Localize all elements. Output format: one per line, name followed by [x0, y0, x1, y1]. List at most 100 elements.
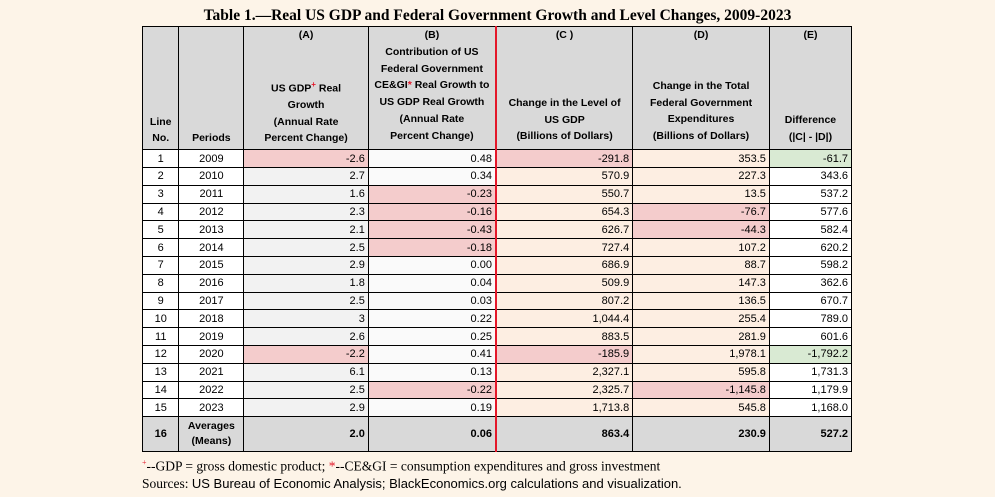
- header-col-d: (D) Change in the Total Federal Governme…: [632, 25, 770, 151]
- difference-cell: -61.7: [768, 149, 853, 169]
- federal-expenditure-change-cell: 281.9: [632, 327, 770, 347]
- gdp-growth-cell: 2.3: [243, 202, 369, 222]
- federal-expenditure-change-cell: -76.7: [632, 202, 770, 222]
- table-row: 15 2023 2.9 0.19 1,713.8 545.8 1,168.0: [141, 398, 853, 418]
- gdp-table: Line No. Periods (A) ​ US GDP+ Real Grow…: [141, 25, 853, 453]
- gdp-growth-cell: 2.9: [243, 398, 369, 418]
- line-no-cell: 6: [141, 238, 180, 258]
- table-row: 9 2017 2.5 0.03 807.2 136.5 670.7: [141, 291, 853, 311]
- difference-cell: 537.2: [768, 184, 853, 204]
- difference-cell: 343.6: [768, 167, 853, 186]
- line-no-cell: 10: [141, 309, 180, 329]
- table-row: 4 2012 2.3 -0.16 654.3 -76.7 577.6: [141, 202, 853, 222]
- federal-expenditure-change-cell: 1,978.1: [632, 345, 770, 364]
- federal-expenditure-change-cell: 353.5: [632, 149, 770, 169]
- table-row: 12 2020 -2.2 0.41 -185.9 1,978.1 -1,792.…: [141, 345, 853, 364]
- gdp-level-change-cell: 883.5: [495, 327, 634, 347]
- period-cell: 2018: [178, 309, 245, 329]
- table-row: 5 2013 2.1 -0.43 626.7 -44.3 582.4: [141, 220, 853, 240]
- difference-cell: 601.6: [768, 327, 853, 347]
- difference-cell: 598.2: [768, 256, 853, 275]
- line-no-cell: 4: [141, 202, 180, 222]
- difference-cell: 582.4: [768, 220, 853, 240]
- difference-cell: 362.6: [768, 273, 853, 293]
- federal-contribution-cell: 0.41: [367, 345, 497, 364]
- averages-row: 16 Averages (Means) 2.0 0.06 863.4 230.9…: [141, 416, 853, 453]
- table-row: 11 2019 2.6 0.25 883.5 281.9 601.6: [141, 327, 853, 347]
- gdp-level-change-cell: 727.4: [495, 238, 634, 258]
- gdp-growth-cell: 3: [243, 309, 369, 329]
- difference-cell: 1,179.9: [768, 380, 853, 400]
- table-row: 13 2021 6.1 0.13 2,327.1 595.8 1,731.3: [141, 362, 853, 382]
- gdp-growth-cell: 2.5: [243, 291, 369, 311]
- line-no-cell: 11: [141, 327, 180, 347]
- table-row: 7 2015 2.9 0.00 686.9 88.7 598.2: [141, 256, 853, 275]
- header-col-e: (E) Difference (|C| - |D|): [768, 25, 853, 151]
- table-row: 8 2016 1.8 0.04 509.9 147.3 362.6: [141, 273, 853, 293]
- difference-cell: 1,731.3: [768, 362, 853, 382]
- federal-contribution-cell: -0.22: [367, 380, 497, 400]
- line-no-cell: 7: [141, 256, 180, 275]
- line-no-cell: 3: [141, 184, 180, 204]
- period-cell: 2015: [178, 256, 245, 275]
- federal-expenditure-change-cell: 13.5: [632, 184, 770, 204]
- federal-expenditure-change-cell: 107.2: [632, 238, 770, 258]
- difference-cell: 1,168.0: [768, 398, 853, 418]
- federal-expenditure-change-cell: 147.3: [632, 273, 770, 293]
- footnote-star-mark: *: [407, 79, 412, 92]
- gdp-growth-cell: 2.6: [243, 327, 369, 347]
- gdp-growth-cell: 6.1: [243, 362, 369, 382]
- federal-contribution-cell: 0.00: [367, 256, 497, 275]
- gdp-level-change-cell: 570.9: [495, 167, 634, 186]
- gdp-growth-cell: 1.6: [243, 184, 369, 204]
- gdp-level-change-cell: 626.7: [495, 220, 634, 240]
- gdp-level-change-cell: 2,327.1: [495, 362, 634, 382]
- period-cell: 2017: [178, 291, 245, 311]
- gdp-growth-average: 2.0: [243, 416, 369, 453]
- gdp-growth-cell: 2.5: [243, 238, 369, 258]
- line-no-cell: 16: [141, 416, 180, 453]
- gdp-level-change-cell: 1,044.4: [495, 309, 634, 329]
- period-cell: 2013: [178, 220, 245, 240]
- period-cell: 2022: [178, 380, 245, 400]
- header-col-a: (A) ​ US GDP+ Real Growth (Annual Rate P…: [243, 25, 369, 151]
- federal-expenditure-change-cell: 136.5: [632, 291, 770, 311]
- table-row: 6 2014 2.5 -0.18 727.4 107.2 620.2: [141, 238, 853, 258]
- federal-contribution-cell: 0.13: [367, 362, 497, 382]
- period-cell: 2014: [178, 238, 245, 258]
- period-cell: 2019: [178, 327, 245, 347]
- line-no-cell: 5: [141, 220, 180, 240]
- federal-contribution-cell: -0.23: [367, 184, 497, 204]
- federal-expenditure-change-average: 230.9: [632, 416, 770, 453]
- federal-contribution-cell: 0.04: [367, 273, 497, 293]
- period-cell: 2016: [178, 273, 245, 293]
- gdp-level-change-cell: 550.7: [495, 184, 634, 204]
- gdp-level-change-cell: 807.2: [495, 291, 634, 311]
- federal-contribution-average: 0.06: [367, 416, 497, 453]
- line-no-cell: 13: [141, 362, 180, 382]
- difference-cell: 620.2: [768, 238, 853, 258]
- federal-contribution-cell: 0.34: [367, 167, 497, 186]
- sources-text: US Bureau of Economic Analysis; BlackEco…: [191, 475, 682, 491]
- table-row: 2 2010 2.7 0.34 570.9 227.3 343.6: [141, 167, 853, 186]
- gdp-growth-cell: 2.9: [243, 256, 369, 275]
- gdp-growth-cell: -2.6: [243, 149, 369, 169]
- gdp-level-change-cell: -291.8: [495, 149, 634, 169]
- federal-contribution-cell: -0.16: [367, 202, 497, 222]
- line-no-cell: 8: [141, 273, 180, 293]
- gdp-level-change-cell: 2,325.7: [495, 380, 634, 400]
- federal-contribution-cell: -0.43: [367, 220, 497, 240]
- gdp-level-change-cell: 509.9: [495, 273, 634, 293]
- gdp-growth-cell: -2.2: [243, 345, 369, 364]
- gdp-definition: --GDP = gross domestic product;: [146, 458, 329, 474]
- federal-expenditure-change-cell: 545.8: [632, 398, 770, 418]
- line-no-cell: 1: [141, 149, 180, 169]
- gdp-growth-cell: 1.8: [243, 273, 369, 293]
- gdp-level-change-average: 863.4: [495, 416, 634, 453]
- period-cell: 2020: [178, 345, 245, 364]
- gdp-growth-cell: 2.7: [243, 167, 369, 186]
- line-no-cell: 15: [141, 398, 180, 418]
- table-title: Table 1.—Real US GDP and Federal Governm…: [203, 7, 792, 24]
- gdp-level-change-cell: 654.3: [495, 202, 634, 222]
- header-col-c: (C ) Change in the Level of US GDP (Bill…: [495, 25, 634, 151]
